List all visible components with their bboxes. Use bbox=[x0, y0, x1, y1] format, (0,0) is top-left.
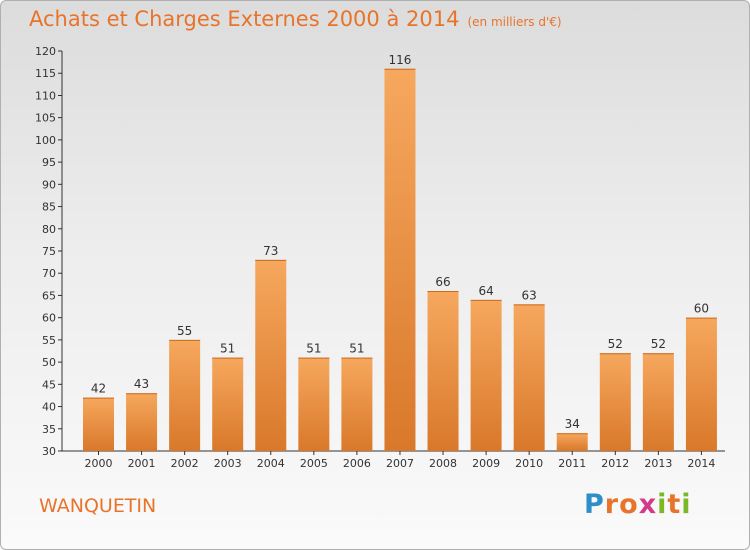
bar bbox=[298, 357, 330, 451]
bar bbox=[642, 353, 674, 451]
bars bbox=[83, 68, 717, 452]
y-tick-label: 110 bbox=[35, 89, 56, 102]
x-tick-label: 2005 bbox=[300, 457, 328, 470]
bar bbox=[255, 259, 287, 451]
logo-letter: i bbox=[681, 489, 692, 520]
data-label: 42 bbox=[91, 382, 106, 396]
x-tick-label: 2010 bbox=[515, 457, 543, 470]
x-tick-label: 2006 bbox=[343, 457, 371, 470]
data-label: 73 bbox=[263, 244, 278, 258]
bar bbox=[513, 304, 545, 451]
logo-letter: x bbox=[638, 489, 658, 520]
commune-name: WANQUETIN bbox=[39, 495, 157, 517]
bar bbox=[212, 357, 244, 451]
data-label: 116 bbox=[389, 53, 412, 67]
x-tick-label: 2011 bbox=[558, 457, 586, 470]
y-tick-label: 105 bbox=[35, 112, 56, 125]
y-tick-label: 45 bbox=[42, 378, 56, 391]
y-tick-label: 40 bbox=[42, 401, 56, 414]
data-label: 60 bbox=[694, 302, 709, 316]
y-tick-label: 60 bbox=[42, 312, 56, 325]
bar bbox=[599, 353, 631, 451]
chart-title-text: Achats et Charges Externes 2000 à 2014 bbox=[29, 7, 460, 31]
data-label: 51 bbox=[220, 342, 235, 356]
data-label: 52 bbox=[651, 337, 666, 351]
x-tick-label: 2013 bbox=[644, 457, 672, 470]
bar bbox=[685, 317, 717, 451]
logo-letter: P bbox=[584, 489, 605, 520]
y-tick-label: 85 bbox=[42, 201, 56, 214]
x-tick-label: 2007 bbox=[386, 457, 414, 470]
x-tick-label: 2004 bbox=[257, 457, 285, 470]
bar bbox=[470, 299, 502, 451]
x-tick-label: 2002 bbox=[171, 457, 199, 470]
x-tick-label: 2009 bbox=[472, 457, 500, 470]
data-label: 55 bbox=[177, 324, 192, 338]
data-label: 64 bbox=[478, 284, 493, 298]
bar bbox=[83, 397, 114, 451]
x-tick-label: 2001 bbox=[128, 457, 156, 470]
data-label: 51 bbox=[349, 342, 364, 356]
data-label: 63 bbox=[522, 288, 537, 302]
y-tick-label: 70 bbox=[42, 267, 56, 280]
logo-letter: r bbox=[604, 489, 620, 520]
bar bbox=[427, 291, 459, 451]
data-label: 43 bbox=[134, 377, 149, 391]
bar bbox=[341, 357, 373, 451]
data-labels: 42 43 55 51 73 51 51 116 66 64 63 34 52 52 60 bbox=[91, 53, 709, 431]
data-label: 34 bbox=[565, 417, 580, 431]
x-tick-label: 2014 bbox=[687, 457, 715, 470]
y-tick-label: 95 bbox=[42, 156, 56, 169]
y-tick-label: 50 bbox=[42, 356, 56, 369]
data-label: 66 bbox=[435, 275, 450, 289]
logo-letter: o bbox=[619, 489, 639, 520]
axes: 30 35 40 45 50 55 60 65 70 75 80 85 90 95 100 105 110 115… bbox=[35, 45, 725, 470]
logo-letter: t bbox=[667, 489, 682, 520]
bar bbox=[169, 339, 201, 451]
y-tick-label: 35 bbox=[42, 423, 56, 436]
y-tick-label: 30 bbox=[42, 445, 56, 458]
proxiti-logo: Proxiti bbox=[584, 489, 692, 520]
y-tick-label: 65 bbox=[42, 289, 56, 302]
data-label: 52 bbox=[608, 337, 623, 351]
y-tick-label: 55 bbox=[42, 334, 56, 347]
y-tick-label: 80 bbox=[42, 223, 56, 236]
bar bbox=[384, 68, 416, 452]
x-tick-label: 2008 bbox=[429, 457, 457, 470]
y-tick-label: 120 bbox=[35, 45, 56, 58]
x-tick-label: 2012 bbox=[601, 457, 629, 470]
chart-title: Achats et Charges Externes 2000 à 2014 (e… bbox=[29, 7, 562, 31]
logo-letter: i bbox=[657, 489, 668, 520]
data-label: 51 bbox=[306, 342, 321, 356]
y-tick-label: 90 bbox=[42, 178, 56, 191]
chart-unit: (en milliers d'€) bbox=[467, 15, 562, 29]
bar bbox=[556, 433, 588, 451]
y-tick-label: 115 bbox=[35, 67, 56, 80]
x-tick-label: 2000 bbox=[85, 457, 113, 470]
x-tick-label: 2003 bbox=[214, 457, 242, 470]
y-tick-label: 75 bbox=[42, 245, 56, 258]
y-tick-label: 100 bbox=[35, 134, 56, 147]
bar bbox=[126, 393, 158, 451]
